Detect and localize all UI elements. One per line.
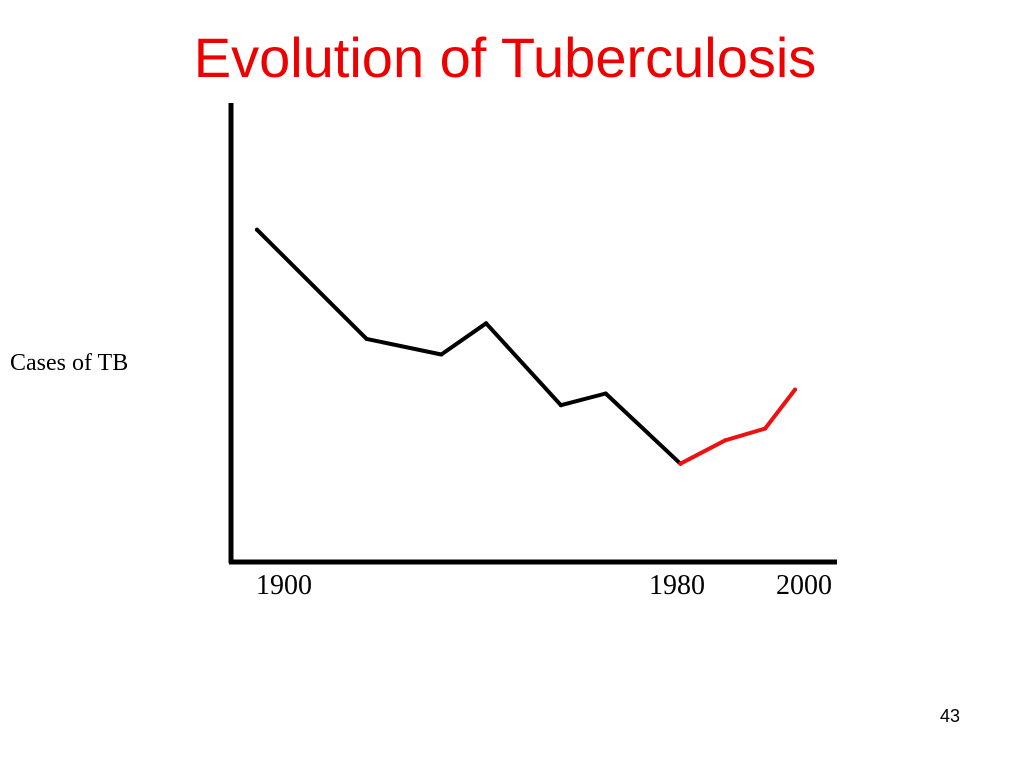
series-2-point-4 (793, 387, 797, 392)
series-1-point-2 (364, 336, 369, 341)
x-tick-label-2000: 2000 (776, 570, 832, 601)
slide-title: Evolution of Tuberculosis (193, 26, 817, 89)
series-line-2 (678, 387, 797, 466)
series-1-point-1 (255, 227, 259, 232)
series-1-point-6 (603, 391, 608, 396)
series-2-point-2 (723, 438, 728, 443)
slide-number: 43 (939, 706, 961, 726)
series-line-1 (255, 227, 683, 466)
series-1-point-5 (558, 403, 563, 408)
x-tick-label-1980: 1980 (649, 570, 705, 601)
series-1-point-4 (484, 321, 489, 326)
series-1-point-3 (439, 352, 444, 357)
series-lines (255, 227, 797, 466)
x-tick-label-1900: 1900 (256, 570, 312, 601)
axes (228, 103, 837, 565)
series-2-point-1 (678, 461, 683, 466)
x-tick-labels: 1900 1980 2000 (256, 570, 832, 601)
series-2-point-3 (763, 426, 768, 431)
y-axis-label: Cases of TB (10, 350, 128, 376)
